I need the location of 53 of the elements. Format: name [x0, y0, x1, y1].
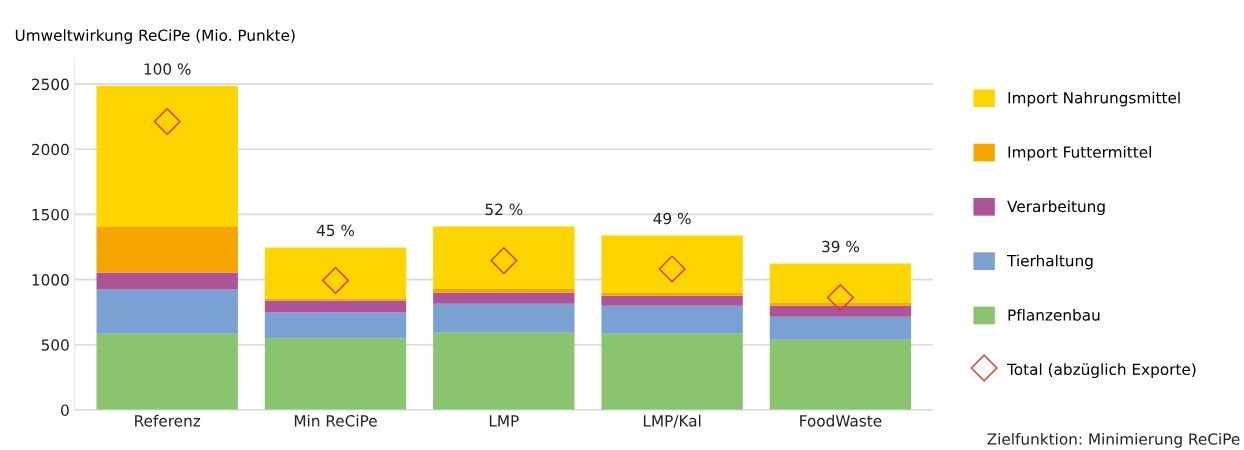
- legend-label: Import Futtermittel: [1008, 146, 1151, 161]
- point: [826, 284, 854, 312]
- annotation: 100 %: [144, 63, 191, 75]
- legend-label: Total (abzüglich Exporte): [1007, 363, 1196, 379]
- bar: [96, 289, 238, 334]
- annotation: 49 %: [653, 212, 691, 225]
- point: [322, 266, 350, 294]
- bar: [264, 247, 407, 299]
- bar: [769, 316, 912, 340]
- x-tick-label: LMP: [489, 415, 519, 427]
- bar: [601, 292, 743, 296]
- text: Zielfunktion: Minimierung ReCiPe: [987, 432, 1240, 448]
- x-tick-label: Referenz: [135, 414, 201, 427]
- bar: [96, 86, 238, 227]
- bar: [769, 305, 912, 317]
- legend-label: Pflanzenbau: [1008, 308, 1100, 321]
- x-tick-label: Min ReCiPe: [294, 414, 377, 427]
- bar: [96, 226, 238, 273]
- bar: [264, 300, 407, 313]
- bar: [601, 305, 743, 334]
- y-tick-label: 1500: [32, 208, 69, 221]
- point: [153, 108, 181, 136]
- bar: [601, 333, 743, 410]
- annotation: 45 %: [316, 224, 355, 237]
- bar: [96, 272, 238, 290]
- bar: [433, 332, 575, 410]
- y-tick-label: 0: [61, 404, 69, 416]
- annotation: 39 %: [822, 240, 859, 253]
- x-tick-label: FoodWaste: [800, 414, 882, 427]
- bar: [433, 226, 575, 289]
- bar: [433, 303, 575, 333]
- bar: [769, 302, 912, 306]
- bar: [769, 339, 912, 410]
- y-tick-label: 500: [41, 339, 69, 351]
- bar: [433, 288, 575, 293]
- point: [490, 247, 518, 275]
- y-tick-label: 2500: [32, 78, 69, 91]
- legend-label: Import Nahrungsmittel: [1008, 91, 1180, 107]
- annotation: 52 %: [485, 203, 523, 216]
- point: [658, 255, 686, 283]
- bar: [769, 263, 912, 303]
- bar: [601, 235, 743, 293]
- legend-label: Verarbeitung: [1007, 200, 1105, 216]
- bar: [601, 295, 743, 306]
- legend-label: Tierhaltung: [1007, 254, 1093, 270]
- bar: [433, 292, 575, 304]
- bar: [264, 338, 407, 410]
- y-tick-label: 1000: [32, 274, 69, 286]
- x-tick-label: LMP/Kal: [643, 414, 701, 428]
- bar: [96, 333, 238, 410]
- y-tick-label: 2000: [32, 143, 69, 156]
- y-axis-title: Umweltwirkung ReCiPe (Mio. Punkte): [15, 29, 295, 44]
- bar: [264, 312, 407, 339]
